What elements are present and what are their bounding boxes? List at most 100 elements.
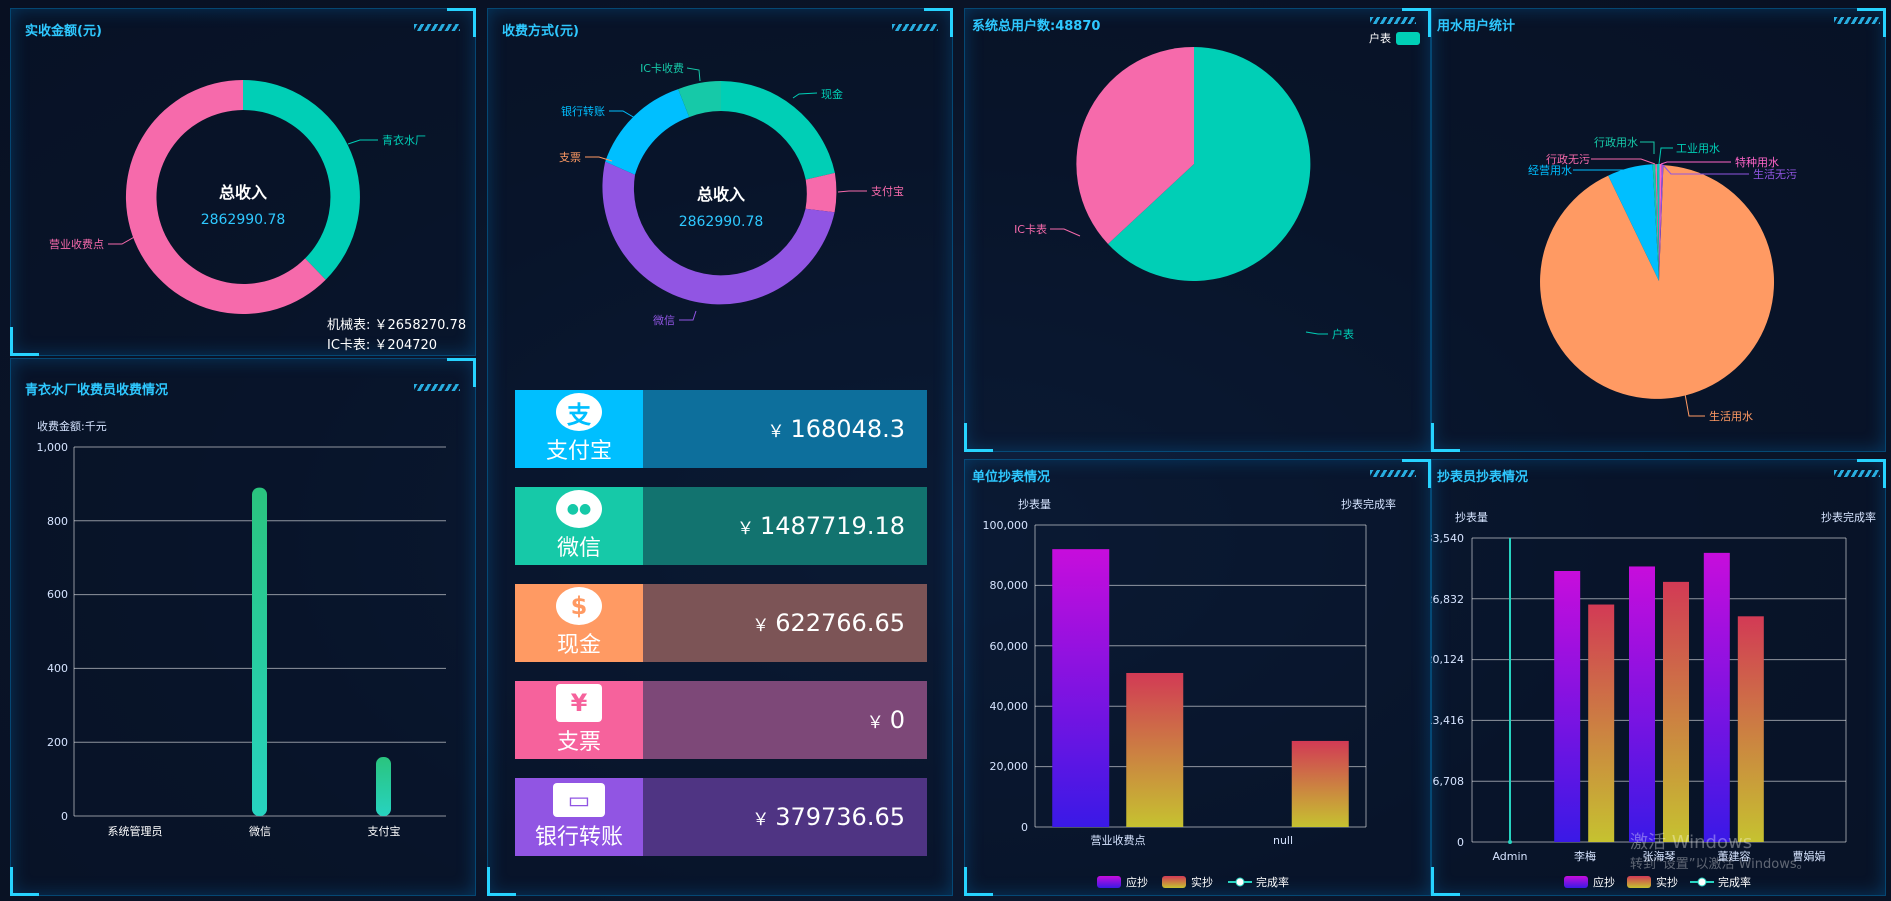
- reader-ytick: 13,416: [1431, 714, 1464, 727]
- water-label-business: 经营用水: [1528, 163, 1572, 177]
- cashier-ytick: 1,000: [37, 441, 69, 454]
- pay-card-cash[interactable]: $ 现金 ￥ 622766.65: [515, 584, 927, 662]
- water-pie-chart: 行政用水 工业用水 行政无污 特种用水 经营用水 生活无污 生活用水: [1528, 135, 1797, 423]
- water-slice-industrial[interactable]: [1656, 163, 1660, 281]
- water-slice-domestic[interactable]: [1540, 165, 1775, 399]
- reader-bar-actual[interactable]: [1588, 604, 1615, 842]
- reader-panel: [1431, 459, 1886, 896]
- reader-bar-should[interactable]: [1554, 570, 1581, 842]
- reader-ylabel-left: 抄表量: [1455, 510, 1488, 524]
- cashier-panel: [10, 358, 476, 896]
- users-title-stripes: [1370, 17, 1416, 24]
- water-label-domestic-clean: 生活无污: [1753, 167, 1797, 181]
- cashier-ytick: 200: [47, 736, 68, 749]
- pay-card-amount-box: ￥ 379736.65: [643, 778, 927, 856]
- revenue-label-counter: 营业收费点: [49, 237, 104, 251]
- reader-title: 抄表员抄表情况: [1437, 470, 1529, 485]
- reader-legend-actual-swatch[interactable]: [1627, 876, 1651, 888]
- unit-bar-actual[interactable]: [1291, 740, 1349, 827]
- unit-legend-rate-marker[interactable]: [1235, 877, 1245, 887]
- unit-ytick: 60,000: [990, 640, 1029, 653]
- unit-bar-should[interactable]: [1052, 549, 1110, 827]
- reader-bar-should[interactable]: [1629, 566, 1655, 842]
- payment-slice-wechat[interactable]: [602, 161, 835, 305]
- pay-card-bank[interactable]: ▭ 银行转账 ￥ 379736.65: [515, 778, 927, 856]
- water-slice-domestic-clean[interactable]: [1659, 164, 1664, 281]
- cashier-ytick: 600: [47, 588, 68, 601]
- cash-icon: $: [556, 587, 602, 625]
- pay-card-amount-box: ￥ 622766.65: [643, 584, 927, 662]
- cashier-ytick: 800: [47, 515, 68, 528]
- pay-icon-box: ▭ 银行转账: [515, 778, 643, 856]
- cheque-icon: ¥: [556, 684, 602, 722]
- payment-slice-alipay[interactable]: [805, 172, 837, 213]
- unit-ylabel-left: 抄表量: [1018, 497, 1051, 511]
- water-label-industrial: 工业用水: [1676, 142, 1720, 155]
- users-pie-chart: 户表 IC卡表 户表: [1014, 31, 1420, 341]
- users-label-household: 户表: [1332, 327, 1354, 341]
- reader-bar-chart: 抄表量 抄表完成率 0 6,708 13,416 20,124 26,832 3…: [1431, 510, 1876, 889]
- cashier-bar-wechat[interactable]: [252, 487, 267, 816]
- wechat-icon: ●●: [556, 490, 602, 528]
- cashier-title: 青衣水厂收费员收费情况: [25, 383, 169, 398]
- currency-symbol: ￥: [752, 809, 770, 830]
- pay-card-label: 现金: [556, 633, 601, 658]
- reader-bar-actual[interactable]: [1663, 581, 1689, 842]
- pay-card-amount-box: ￥ 168048.3: [643, 390, 927, 468]
- pay-card-wechat[interactable]: ●● 微信 ￥ 1487719.18: [515, 487, 927, 565]
- cashier-bar-alipay[interactable]: [376, 756, 391, 816]
- revenue-center-value: 2862990.78: [201, 212, 286, 228]
- cashier-ytick: 0: [61, 810, 68, 823]
- pay-icon-box: ¥ 支票: [515, 681, 643, 759]
- payment-title: 收费方式(元): [502, 24, 579, 39]
- reader-legend-rate-marker[interactable]: [1697, 877, 1707, 887]
- currency-symbol: ￥: [767, 421, 785, 442]
- users-legend-swatch[interactable]: [1396, 32, 1420, 45]
- users-title: 系统总用户数:48870: [972, 19, 1101, 34]
- pay-icon-box: $ 现金: [515, 584, 643, 662]
- pay-card-label: 微信: [556, 536, 601, 561]
- payment-donut-chart: 总收入 2862990.78 IC卡收费 现金 银行转账 支票 支付宝 微信: [559, 61, 904, 327]
- reader-bar-actual[interactable]: [1737, 616, 1764, 842]
- unit-ytick: 100,000: [983, 519, 1029, 532]
- users-slice-ic[interactable]: [1076, 46, 1194, 244]
- payment-label-wechat: 微信: [653, 313, 675, 327]
- users-label-ic: IC卡表: [1014, 222, 1047, 236]
- pay-card-amount: 168048.3: [790, 415, 905, 443]
- users-slice-household[interactable]: [1108, 47, 1311, 281]
- water-slice-business[interactable]: [1608, 164, 1659, 281]
- payment-slice-iccard[interactable]: [678, 81, 721, 118]
- unit-xtick: 营业收费点: [1091, 833, 1146, 847]
- revenue-slice-factory[interactable]: [243, 80, 360, 280]
- reader-xtick: Admin: [1492, 850, 1527, 863]
- payment-label-bank: 银行转账: [561, 104, 605, 118]
- cashier-xtick: 支付宝: [368, 824, 401, 838]
- pay-card-amount: 0: [889, 706, 905, 734]
- revenue-slice-counter[interactable]: [125, 79, 326, 314]
- payment-slice-bank[interactable]: [605, 89, 690, 175]
- payment-center-value: 2862990.78: [679, 214, 764, 230]
- unit-legend-actual-swatch[interactable]: [1162, 876, 1186, 888]
- reader-ylabel-right: 抄表完成率: [1821, 510, 1876, 524]
- unit-read-title-stripes: [1370, 470, 1416, 477]
- water-slice-admin-clean[interactable]: [1655, 164, 1659, 281]
- reader-rate-point[interactable]: [1508, 840, 1512, 844]
- reader-ytick: 20,124: [1431, 653, 1464, 666]
- reader-bar-should[interactable]: [1703, 552, 1730, 842]
- pay-icon-box: 支 支付宝: [515, 390, 643, 468]
- revenue-title: 实收金额(元): [25, 24, 102, 39]
- pay-card-alipay[interactable]: 支 支付宝 ￥ 168048.3: [515, 390, 927, 468]
- currency-symbol: ￥: [736, 518, 754, 539]
- unit-legend-should-swatch[interactable]: [1097, 876, 1121, 888]
- pay-card-cheque[interactable]: ¥ 支票 ￥ 0: [515, 681, 927, 759]
- water-slice-special[interactable]: [1659, 163, 1662, 281]
- unit-legend-rate: 完成率: [1256, 875, 1289, 889]
- reader-xtick: 张海琴: [1643, 849, 1676, 863]
- activation-watermark-hint: 转到“设置”以激活 Windows。: [1630, 857, 1810, 872]
- water-slice-admin[interactable]: [1652, 164, 1659, 281]
- unit-bar-actual[interactable]: [1126, 672, 1184, 827]
- pay-card-amount-box: ￥ 1487719.18: [643, 487, 927, 565]
- payment-slice-cash[interactable]: [721, 81, 835, 180]
- reader-xtick: 董建容: [1718, 849, 1751, 863]
- reader-legend-should-swatch[interactable]: [1564, 876, 1588, 888]
